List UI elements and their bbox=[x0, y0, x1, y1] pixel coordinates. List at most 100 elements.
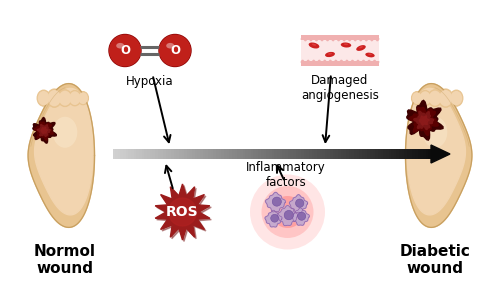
Bar bbox=[370, 149, 372, 159]
Bar bbox=[317, 149, 320, 159]
Circle shape bbox=[262, 186, 314, 238]
Polygon shape bbox=[431, 145, 450, 163]
Ellipse shape bbox=[59, 91, 71, 106]
Bar bbox=[142, 149, 144, 159]
Bar bbox=[163, 149, 166, 159]
Circle shape bbox=[298, 212, 306, 220]
Ellipse shape bbox=[78, 91, 88, 105]
Bar bbox=[341, 149, 344, 159]
Bar bbox=[309, 149, 312, 159]
Polygon shape bbox=[290, 195, 308, 212]
Bar bbox=[336, 149, 338, 159]
Bar bbox=[380, 149, 383, 159]
Text: ROS: ROS bbox=[166, 205, 199, 219]
Bar bbox=[301, 149, 304, 159]
Ellipse shape bbox=[48, 90, 61, 106]
Ellipse shape bbox=[325, 52, 335, 57]
Bar bbox=[325, 149, 328, 159]
Bar bbox=[428, 149, 431, 159]
Bar bbox=[388, 149, 391, 159]
Text: Normol
wound: Normol wound bbox=[34, 244, 96, 277]
Bar bbox=[306, 149, 309, 159]
Bar bbox=[410, 149, 412, 159]
Circle shape bbox=[109, 35, 141, 66]
Bar bbox=[222, 149, 224, 159]
Bar bbox=[258, 149, 261, 159]
Ellipse shape bbox=[38, 91, 50, 105]
Polygon shape bbox=[34, 122, 53, 140]
Bar bbox=[200, 149, 202, 159]
Bar bbox=[415, 149, 418, 159]
Text: Hypoxia: Hypoxia bbox=[126, 75, 174, 89]
Bar bbox=[404, 149, 407, 159]
Bar bbox=[245, 149, 248, 159]
Ellipse shape bbox=[47, 89, 62, 107]
Ellipse shape bbox=[412, 91, 422, 105]
Circle shape bbox=[270, 214, 278, 222]
Bar bbox=[174, 149, 176, 159]
Bar bbox=[269, 149, 272, 159]
Bar bbox=[248, 149, 250, 159]
Polygon shape bbox=[414, 111, 434, 130]
Polygon shape bbox=[409, 107, 438, 136]
Bar bbox=[423, 149, 426, 159]
Bar bbox=[394, 149, 396, 159]
Polygon shape bbox=[33, 117, 56, 143]
Bar bbox=[237, 149, 240, 159]
Bar bbox=[328, 149, 330, 159]
Ellipse shape bbox=[356, 45, 366, 51]
Bar bbox=[348, 149, 352, 159]
Circle shape bbox=[250, 175, 325, 249]
Bar bbox=[386, 149, 388, 159]
Bar bbox=[210, 149, 214, 159]
Bar bbox=[298, 149, 301, 159]
Bar bbox=[160, 149, 163, 159]
Bar bbox=[368, 149, 370, 159]
Bar bbox=[166, 149, 168, 159]
Bar bbox=[234, 149, 237, 159]
Bar bbox=[224, 149, 226, 159]
Bar bbox=[190, 149, 192, 159]
Bar bbox=[264, 149, 266, 159]
Bar bbox=[290, 149, 293, 159]
Ellipse shape bbox=[116, 43, 124, 49]
Bar bbox=[232, 149, 234, 159]
Ellipse shape bbox=[439, 90, 452, 106]
Text: Inflammatory
factors: Inflammatory factors bbox=[246, 161, 326, 189]
Ellipse shape bbox=[429, 91, 441, 106]
Bar bbox=[198, 149, 200, 159]
Bar bbox=[115, 149, 118, 159]
Bar bbox=[150, 149, 152, 159]
Ellipse shape bbox=[438, 89, 453, 107]
FancyBboxPatch shape bbox=[301, 35, 379, 40]
Bar bbox=[396, 149, 399, 159]
Ellipse shape bbox=[420, 91, 430, 105]
Bar bbox=[320, 149, 322, 159]
FancyBboxPatch shape bbox=[301, 61, 379, 66]
Bar bbox=[383, 149, 386, 159]
Ellipse shape bbox=[328, 53, 332, 55]
Polygon shape bbox=[38, 125, 50, 136]
Bar bbox=[372, 149, 376, 159]
Ellipse shape bbox=[308, 43, 320, 49]
Bar bbox=[240, 149, 242, 159]
Ellipse shape bbox=[422, 117, 448, 148]
Bar bbox=[288, 149, 290, 159]
Ellipse shape bbox=[341, 43, 351, 48]
Polygon shape bbox=[277, 206, 297, 226]
Bar bbox=[346, 149, 348, 159]
Ellipse shape bbox=[52, 117, 78, 148]
Bar bbox=[144, 149, 147, 159]
Circle shape bbox=[272, 197, 281, 206]
Bar bbox=[128, 149, 131, 159]
Bar bbox=[426, 149, 428, 159]
Bar bbox=[155, 149, 158, 159]
Bar bbox=[218, 149, 222, 159]
Ellipse shape bbox=[344, 44, 348, 45]
Bar bbox=[293, 149, 296, 159]
Bar bbox=[322, 149, 325, 159]
Bar bbox=[274, 149, 277, 159]
Ellipse shape bbox=[450, 90, 463, 106]
Bar bbox=[301, 35, 379, 66]
Polygon shape bbox=[266, 192, 285, 212]
